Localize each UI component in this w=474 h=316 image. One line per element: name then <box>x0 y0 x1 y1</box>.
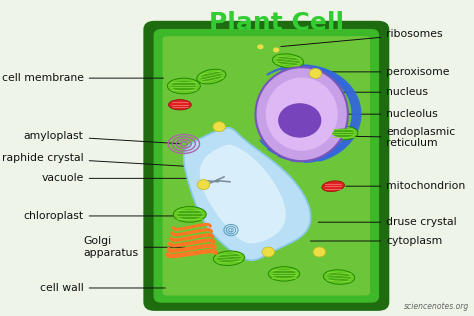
Circle shape <box>309 69 322 78</box>
Ellipse shape <box>197 69 226 84</box>
Polygon shape <box>184 128 310 260</box>
Circle shape <box>197 179 210 190</box>
Circle shape <box>257 44 264 49</box>
Text: raphide crystal: raphide crystal <box>2 153 203 167</box>
Ellipse shape <box>213 251 245 265</box>
Ellipse shape <box>327 272 351 282</box>
Ellipse shape <box>201 72 222 82</box>
Circle shape <box>278 103 321 138</box>
Ellipse shape <box>276 56 300 65</box>
Text: druse crystal: druse crystal <box>318 217 457 227</box>
Polygon shape <box>200 145 286 243</box>
Text: nucleolus: nucleolus <box>318 109 438 119</box>
Ellipse shape <box>266 77 337 151</box>
Text: sciencenotes.org: sciencenotes.org <box>403 302 469 312</box>
FancyBboxPatch shape <box>163 36 370 295</box>
Ellipse shape <box>177 209 202 220</box>
FancyBboxPatch shape <box>143 21 389 311</box>
Text: vacuole: vacuole <box>41 173 193 183</box>
Ellipse shape <box>255 67 348 161</box>
Ellipse shape <box>169 100 191 110</box>
Circle shape <box>273 47 279 52</box>
Text: cytoplasm: cytoplasm <box>310 236 442 246</box>
Text: mitochondrion: mitochondrion <box>346 181 465 191</box>
Circle shape <box>313 247 326 257</box>
Text: ribosomes: ribosomes <box>281 29 443 46</box>
Text: endoplasmic
reticulum: endoplasmic reticulum <box>344 127 456 149</box>
Text: nucleus: nucleus <box>340 87 428 97</box>
Text: cell wall: cell wall <box>40 283 165 293</box>
Circle shape <box>262 247 274 257</box>
Text: Golgi
apparatus: Golgi apparatus <box>83 236 185 258</box>
Text: peroxisome: peroxisome <box>326 67 450 77</box>
Ellipse shape <box>328 126 358 140</box>
Ellipse shape <box>173 207 206 222</box>
Text: Plant Cell: Plant Cell <box>209 11 344 35</box>
Text: chloroplast: chloroplast <box>24 211 189 221</box>
FancyBboxPatch shape <box>154 29 379 303</box>
Ellipse shape <box>332 129 354 137</box>
Ellipse shape <box>167 78 201 94</box>
Ellipse shape <box>323 270 355 284</box>
Ellipse shape <box>268 267 300 281</box>
Text: cell membrane: cell membrane <box>1 73 164 83</box>
Ellipse shape <box>217 253 241 263</box>
Circle shape <box>213 122 226 132</box>
Ellipse shape <box>172 81 196 91</box>
Text: amyloplast: amyloplast <box>24 131 181 144</box>
Ellipse shape <box>322 181 345 191</box>
Ellipse shape <box>272 269 296 279</box>
Ellipse shape <box>273 54 303 68</box>
